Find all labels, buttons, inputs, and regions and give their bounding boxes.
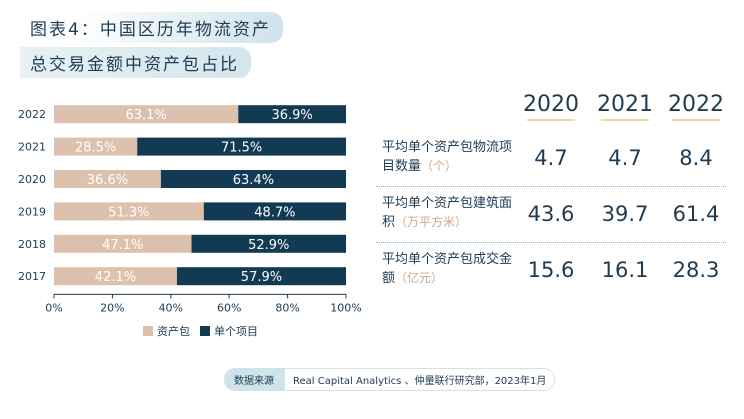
- source-tag: 数据来源: [224, 367, 284, 391]
- x-tick-label-1: 20%: [100, 301, 124, 314]
- row-label-text: 平均单个资产包成交金额: [382, 252, 513, 286]
- row-label: 平均单个资产包物流项目数量（个）: [382, 138, 522, 176]
- year-2022: 2022: [666, 92, 726, 121]
- category-label-2022: 2022: [18, 108, 46, 121]
- cell-value: 8.4: [679, 146, 713, 170]
- legend-item-asset-package: 资产包: [143, 323, 190, 339]
- category-label-2018: 2018: [18, 238, 46, 251]
- table-row-project-count: 平均单个资产包物流项目数量（个） 4.7 4.7 8.4: [376, 136, 726, 187]
- row-unit: （万平方米）: [395, 215, 468, 229]
- cell-value: 4.7: [608, 146, 642, 170]
- data-label-2019-series-0: 51.3%: [108, 205, 149, 220]
- cell-value: 43.6: [527, 202, 575, 226]
- bar-2019-series-0: [54, 202, 204, 221]
- cell-value: 15.6: [527, 258, 575, 282]
- title-block: 图表4：中国区历年物流资产 总交易金额中资产包占比: [20, 12, 283, 82]
- bar-2018-series-1: [191, 234, 346, 253]
- cell-value: 39.7: [601, 202, 649, 226]
- data-label-2020-series-0: 36.6%: [87, 173, 128, 188]
- legend-label-single-project: 单个项目: [214, 325, 258, 338]
- row-unit: （亿元）: [395, 271, 444, 285]
- row-label: 平均单个资产包成交金额（亿元）: [382, 250, 522, 288]
- cell-value: 61.4: [672, 202, 720, 226]
- data-label-2018-series-1: 52.9%: [248, 238, 289, 253]
- data-label-2021-series-0: 28.5%: [75, 141, 116, 156]
- row-label-text: 平均单个资产包建筑面积: [382, 196, 513, 230]
- cell-value: 4.7: [534, 146, 568, 170]
- data-label-2022-series-1: 36.9%: [271, 108, 312, 123]
- bar-2019-series-1: [203, 202, 346, 221]
- year-2020: 2020: [521, 92, 581, 121]
- row-label: 平均单个资产包建筑面积（万平方米）: [382, 194, 522, 232]
- table-row-floor-area: 平均单个资产包建筑面积（万平方米） 43.6 39.7 61.4: [376, 192, 726, 243]
- bar-2020-series-1: [160, 170, 346, 188]
- table-year-header: 2020 2021 2022: [376, 92, 726, 132]
- data-label-2019-series-1: 48.7%: [254, 205, 295, 220]
- chart-title-line-2: 总交易金额中资产包占比: [20, 47, 251, 78]
- table-row-deal-amount: 平均单个资产包成交金额（亿元） 15.6 16.1 28.3: [376, 248, 726, 298]
- chart-title-line-1: 图表4：中国区历年物流资产: [20, 12, 283, 43]
- x-tick-label-3: 60%: [217, 301, 241, 314]
- category-label-2019: 2019: [18, 205, 46, 218]
- category-label-2017: 2017: [18, 270, 46, 283]
- bar-2022-series-1: [238, 105, 346, 124]
- x-tick-label-5: 100%: [330, 301, 361, 314]
- bar-2017-series-1: [176, 267, 346, 286]
- row-unit: （个）: [421, 159, 458, 173]
- data-label-2022-series-0: 63.1%: [125, 108, 166, 123]
- category-label-2020: 2020: [18, 173, 46, 186]
- x-tick-label-2: 40%: [159, 301, 183, 314]
- bar-2021-series-1: [137, 137, 346, 156]
- cell-value: 16.1: [601, 258, 649, 282]
- bar-2021-series-0: [54, 137, 138, 156]
- data-label-2020-series-1: 63.4%: [233, 173, 274, 188]
- category-label-2021: 2021: [18, 141, 46, 154]
- x-tick-label-0: 0%: [45, 301, 62, 314]
- x-tick-label-4: 80%: [275, 301, 299, 314]
- data-label-2018-series-0: 47.1%: [102, 238, 143, 253]
- bar-2018-series-0: [54, 234, 192, 253]
- year-2021: 2021: [595, 92, 655, 121]
- source-text: Real Capital Analytics 、仲量联行研究部，2023年1月: [284, 367, 556, 391]
- stacked-bar-chart: 2022 63.1% 36.9% 2021 28.5% 71.5% 2020 36.6% 63.…: [18, 105, 362, 314]
- bar-2017-series-0: [54, 267, 177, 286]
- data-label-2017-series-1: 57.9%: [241, 270, 282, 285]
- bar-2022-series-0: [54, 105, 239, 124]
- legend-swatch-single-project: [200, 326, 210, 336]
- legend-item-single-project: 单个项目: [200, 323, 258, 339]
- source-note: 数据来源 Real Capital Analytics 、仲量联行研究部，202…: [224, 367, 556, 391]
- legend: 资产包 单个项目: [143, 323, 268, 339]
- data-label-2017-series-0: 42.1%: [95, 270, 136, 285]
- legend-label-asset-package: 资产包: [157, 325, 190, 338]
- bar-2020-series-0: [54, 170, 161, 188]
- data-label-2021-series-1: 71.5%: [221, 141, 262, 156]
- legend-swatch-asset-package: [143, 326, 153, 336]
- row-label-text: 平均单个资产包物流项目数量: [382, 140, 513, 174]
- cell-value: 28.3: [672, 258, 720, 282]
